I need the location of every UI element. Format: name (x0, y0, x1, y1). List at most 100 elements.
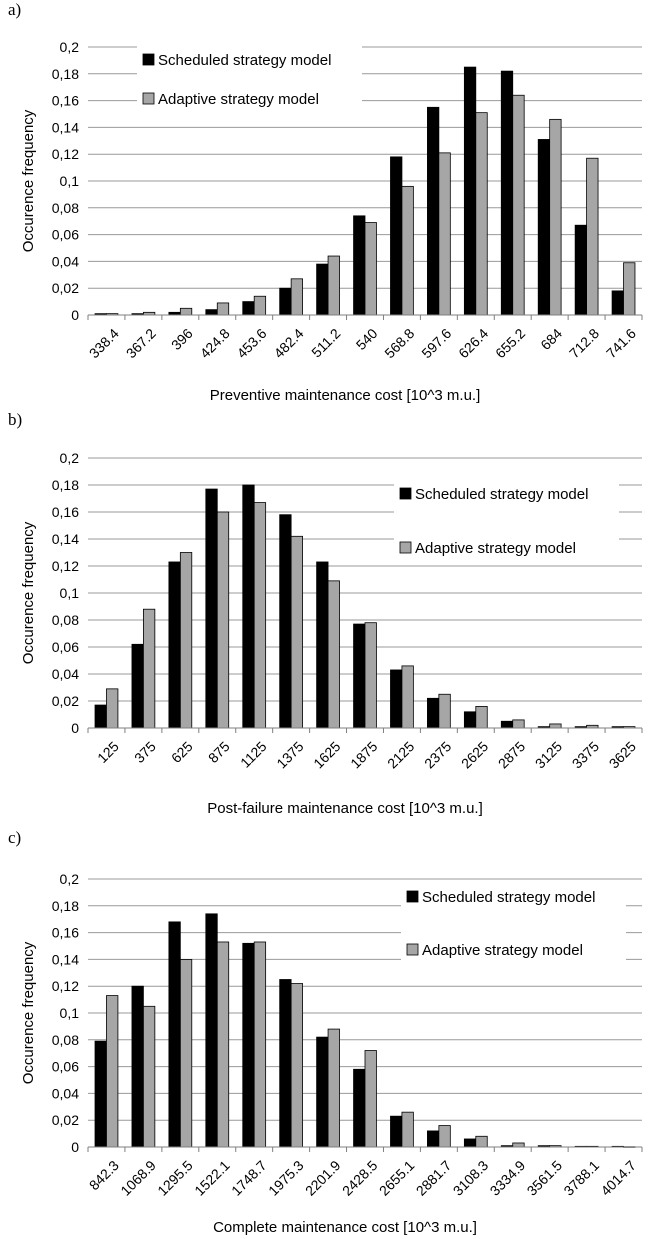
chart-b: 0 0,02 0,04 0,06 0,08 0,1 0,12 0,14 0,16 0,18 0,2 1… (20, 450, 643, 817)
legend-label-adaptive: Adaptive strategy model (422, 942, 583, 959)
x-tick-label: 3788.1 (560, 1157, 602, 1199)
y-tick-label: 0,04 (52, 666, 79, 682)
bar-adaptive (327, 255, 340, 316)
chart-a: 0 0,02 0,04 0,06 0,08 0,1 0,12 0,14 0,16 0,18 0,2 3… (20, 39, 643, 404)
bar-adaptive (401, 665, 414, 729)
x-tick-label: 453.6 (234, 325, 270, 361)
y-tick-label: 0,06 (52, 1059, 79, 1075)
bar-scheduled (574, 224, 588, 316)
bar-adaptive (327, 580, 340, 729)
y-tick-label: 0,12 (52, 146, 79, 162)
x-tick-label: 625 (168, 738, 196, 766)
x-axis-label: Post-failure maintenance cost [10^3 m.u.… (207, 800, 483, 817)
bar-adaptive (401, 1111, 414, 1148)
bar-adaptive (216, 511, 230, 729)
y-axis-label: Occurence frequency (20, 521, 37, 664)
x-tick-label: 3125 (532, 738, 565, 771)
bar-adaptive (364, 222, 377, 316)
x-tick-label: 482.4 (271, 325, 307, 361)
y-tick-label: 0,08 (52, 200, 79, 216)
x-tick-label: 2375 (421, 738, 454, 771)
y-tick-label: 0 (71, 720, 79, 736)
y-tick-label: 0,18 (52, 66, 79, 82)
y-tick-label: 0,1 (60, 585, 80, 601)
y-tick-label: 0,14 (52, 119, 79, 135)
bar-adaptive (179, 958, 193, 1148)
legend-background (394, 478, 619, 562)
x-tick-label: 4014.7 (597, 1157, 639, 1199)
x-tick-label: 875 (205, 738, 233, 766)
bar-scheduled (611, 290, 624, 316)
bar-adaptive (179, 307, 193, 316)
y-tick-label: 0,18 (52, 477, 79, 493)
x-tick-label: 3334.9 (487, 1157, 529, 1199)
bar-adaptive (623, 262, 636, 316)
y-tick-label: 0,1 (60, 173, 80, 189)
y-tick-label: 0,1 (60, 1005, 80, 1021)
y-tick-label: 0 (71, 1139, 79, 1155)
bar-scheduled (168, 921, 181, 1148)
y-axis-label: Occurence frequency (20, 109, 37, 252)
bar-adaptive (142, 608, 156, 729)
bar-scheduled (537, 139, 551, 316)
bar-adaptive (475, 1135, 488, 1148)
bar-adaptive (475, 112, 488, 316)
bar-adaptive (364, 622, 377, 729)
legend-swatch-adaptive (406, 943, 419, 956)
bar-scheduled (94, 704, 107, 729)
y-tick-label: 0,2 (60, 871, 80, 887)
chart-panel-b: b) 0 0,02 0,04 0,06 0,08 0,1 0,12 0,14 0,16 0,18 0… (0, 410, 662, 825)
bar-scheduled (205, 309, 218, 316)
legend-label-adaptive: Adaptive strategy model (158, 91, 319, 108)
bar-scheduled (463, 1138, 477, 1148)
y-tick-label: 0 (71, 307, 79, 323)
x-tick-label: 3108.3 (450, 1157, 492, 1199)
x-tick-label: 2875 (495, 738, 528, 771)
bar-scheduled (316, 263, 329, 316)
x-tick-label: 597.6 (418, 325, 454, 361)
bar-scheduled (168, 561, 181, 729)
bar-scheduled (279, 287, 292, 316)
x-tick-label: 3625 (606, 738, 639, 771)
bar-scheduled (205, 488, 218, 729)
x-tick-label: 626.4 (455, 325, 491, 361)
y-tick-label: 0,16 (52, 93, 79, 109)
x-tick-label: 3561.5 (524, 1157, 566, 1199)
x-tick-label: 338.4 (86, 325, 122, 361)
x-tick-label: 568.8 (381, 325, 417, 361)
x-tick-label: 2201.9 (302, 1157, 344, 1199)
x-tick-label: 1975.3 (265, 1157, 307, 1199)
x-tick-label: 684 (537, 325, 565, 353)
x-tick-label: 655.2 (492, 325, 528, 361)
bar-scheduled (242, 942, 255, 1148)
bar-adaptive (142, 1005, 156, 1148)
x-tick-label: 1748.7 (228, 1157, 270, 1199)
x-tick-label: 511.2 (308, 325, 344, 361)
bar-scheduled (205, 913, 218, 1148)
chart-panel-c: c) 0 0,02 0,04 0,06 0,08 0,1 0,12 0,14 0,16 0,18 0… (0, 828, 662, 1239)
x-tick-label: 1522.1 (191, 1157, 233, 1199)
panel-label-b: b) (8, 410, 23, 429)
y-tick-label: 0,02 (52, 280, 79, 296)
legend-swatch-adaptive (142, 92, 155, 105)
y-axis-label: Occurence frequency (20, 941, 37, 1084)
bar-scheduled (279, 514, 292, 729)
y-tick-label: 0,02 (52, 693, 79, 709)
y-tick-label: 0,14 (52, 531, 79, 547)
x-tick-label: 424.8 (197, 325, 233, 361)
bar-adaptive (290, 535, 303, 729)
legend-swatch-scheduled (406, 890, 419, 903)
bar-adaptive (438, 1125, 451, 1148)
y-tick-label: 0,04 (52, 1085, 79, 1101)
x-tick-label: 1875 (347, 738, 380, 771)
bar-adaptive (512, 94, 525, 316)
y-tick-label: 0,04 (52, 253, 79, 269)
bar-adaptive (253, 295, 267, 316)
legend-background (137, 44, 362, 113)
bar-scheduled (131, 985, 144, 1148)
y-tick-label: 0,14 (52, 951, 79, 967)
x-tick-label: 367.2 (123, 325, 159, 361)
bar-scheduled (279, 979, 292, 1148)
bar-scheduled (427, 697, 440, 729)
y-tick-label: 0,06 (52, 227, 79, 243)
